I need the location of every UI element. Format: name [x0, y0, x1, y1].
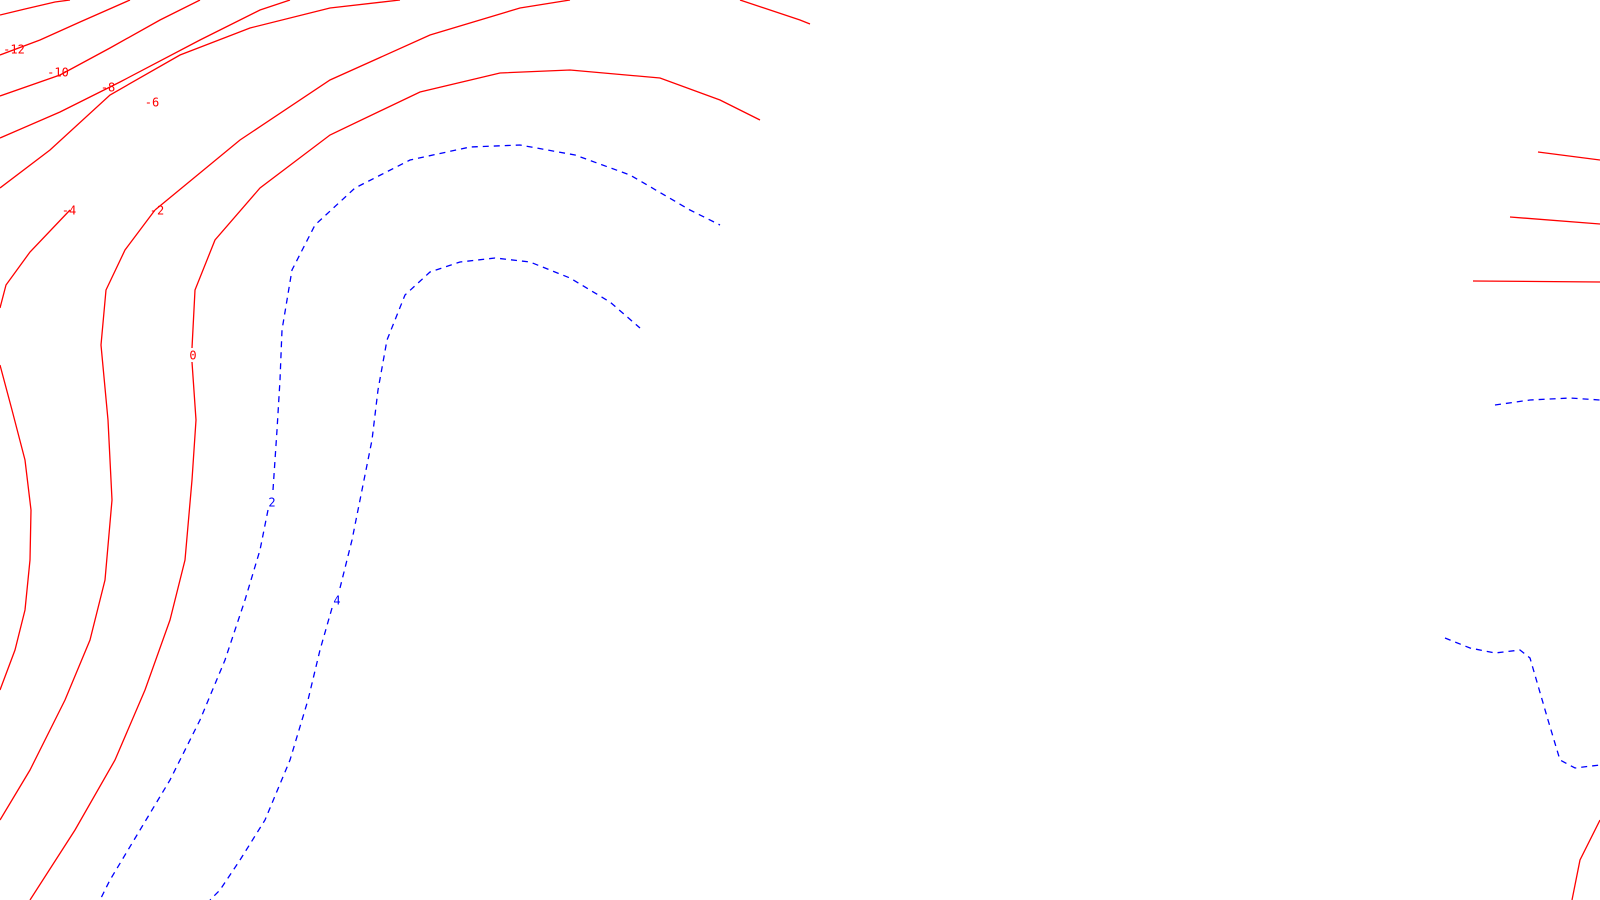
contour-line-level-4-seg-0	[339, 257, 641, 589]
contour-label-neg8: -8	[101, 81, 115, 95]
contour-line-level-neg8-seg-0	[0, 0, 201, 97]
contour-label-2: 2	[268, 496, 275, 510]
contour-line-level-neg2-seg-2	[739, 0, 811, 25]
contour-label-neg12: -12	[3, 43, 25, 57]
contour-line-level-0-seg-3	[1509, 216, 1600, 225]
contour-line-level-2-seg-3	[1444, 637, 1600, 769]
contour-line-level-4-seg-1	[209, 607, 333, 900]
contour-line-level-0-seg-4	[1472, 280, 1600, 283]
contour-label-neg4: -4	[62, 204, 76, 218]
contour-line-level-0-seg-5	[1571, 819, 1600, 900]
contour-label-neg10: -10	[47, 66, 69, 80]
contour-line-level-neg4-seg-2	[0, 364, 32, 691]
contour-line-level-neg12-seg-0	[0, 0, 71, 16]
contour-line-level-0-seg-2	[1537, 151, 1600, 161]
contour-line-level-2-seg-2	[1494, 397, 1600, 406]
contour-line-level-0-seg-0	[191, 69, 761, 349]
contour-line-level-neg2-seg-1	[0, 209, 156, 821]
contour-line-level-neg6-seg-0	[0, 0, 291, 139]
contour-line-level-neg4-seg-1	[0, 209, 71, 309]
contour-label-4: 4	[333, 594, 340, 608]
contour-label-neg6: -6	[145, 96, 159, 110]
contour-line-level-2-seg-0	[272, 144, 721, 491]
contour-line-level-neg2-seg-0	[154, 0, 571, 211]
contour-labels: -12 -10 -8 -6 -4 -2 0 2 4	[3, 43, 340, 608]
contour-line-level-0-seg-1	[29, 361, 197, 900]
contour-line-level-neg10-seg-0	[0, 0, 131, 56]
contour-label-0: 0	[189, 349, 196, 363]
contour-label-neg2: -2	[150, 204, 164, 218]
contour-line-level-2-seg-1	[99, 509, 269, 900]
contour-line-level-neg4-seg-0	[0, 0, 401, 189]
